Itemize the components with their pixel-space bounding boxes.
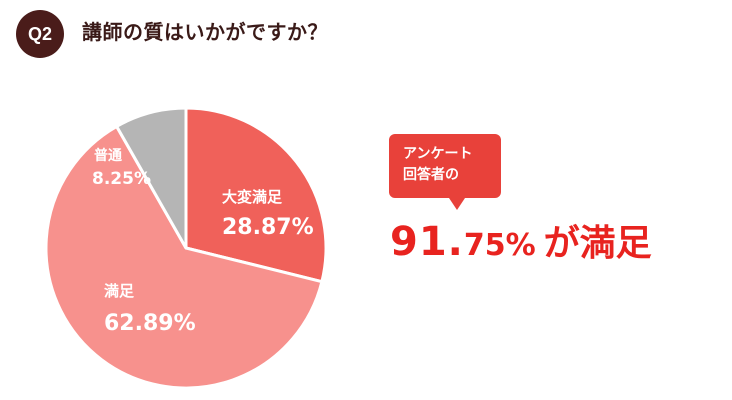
callout-line-2: 回答者の: [403, 165, 501, 186]
slice-value-1: 28.87%: [222, 215, 314, 240]
slice-label-3: 普通: [94, 147, 122, 164]
slice-label-1: 大変満足: [222, 188, 283, 206]
satisfaction-headline: 91.75% が満足: [390, 222, 652, 262]
headline-percent-int: 91.: [390, 219, 464, 265]
headline-suffix: が満足: [544, 223, 652, 264]
respondents-callout: アンケート 回答者の: [389, 134, 501, 198]
slice-value-3: 8.25%: [92, 169, 151, 189]
headline-percent-frac: 75%: [464, 228, 536, 263]
callout-line-1: アンケート: [403, 144, 501, 165]
slice-label-2: 満足: [104, 282, 135, 300]
slice-value-2: 62.89%: [104, 311, 196, 336]
